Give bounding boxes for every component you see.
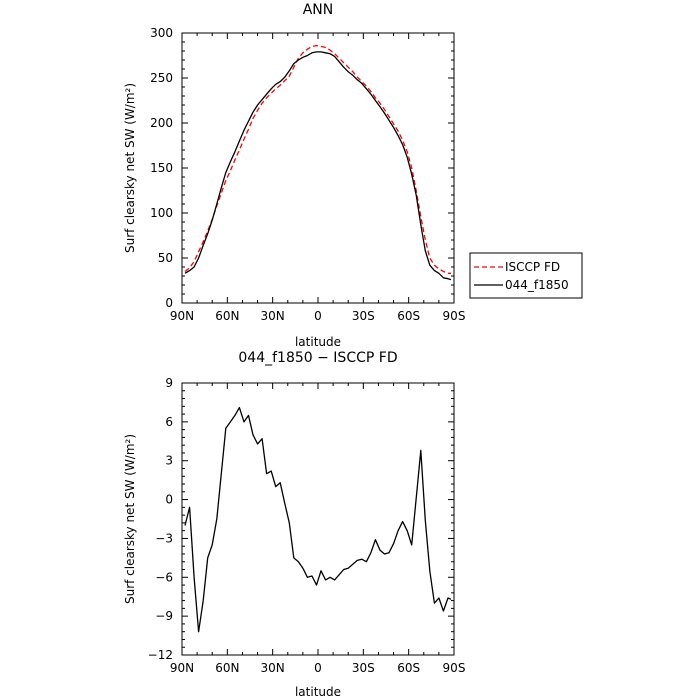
difference-ylabel: Surf clearsky net SW (W/m²): [123, 434, 137, 604]
difference-ytick-label: −12: [148, 648, 173, 662]
annual-mean-ytick-label: 50: [158, 251, 173, 265]
annual-mean-ytick-label: 0: [165, 296, 173, 310]
annual-mean-ytick-label: 100: [150, 206, 173, 220]
difference-title: 044_f1850 − ISCCP FD: [238, 350, 397, 366]
annual-mean-xtick-label: 90N: [170, 309, 194, 323]
annual-mean-plot-frame: [181, 32, 455, 304]
difference-xtick-label: 90N: [170, 661, 194, 675]
annual-mean-xtick-label: 30N: [261, 309, 285, 323]
annual-mean-ytick-label: 200: [150, 116, 173, 130]
annual-mean-xtick-label: 60S: [397, 309, 420, 323]
legend-label-model: 044_f1850: [505, 278, 569, 292]
difference-xtick-label: 30S: [352, 661, 375, 675]
annual-mean-ticks: 90N 60N 30N 0 30S 60S 90S 0 50 100 150 200 250 300: [150, 26, 465, 323]
annual-mean-series-line-1: [184, 51, 452, 281]
difference-xtick-label: 60S: [397, 661, 420, 675]
annual-mean-xlabel: latitude: [295, 335, 341, 349]
legend: ISCCP FD 044_f1850: [469, 252, 583, 299]
annual-mean-ytick-label: 300: [150, 26, 173, 40]
difference-ytick-label: 6: [165, 415, 173, 429]
annual-mean-ylabel: Surf clearsky net SW (W/m²): [123, 83, 137, 253]
difference-xtick-label: 60N: [215, 661, 239, 675]
difference-plot-frame: [181, 382, 455, 656]
difference-ytick-label: −6: [155, 570, 173, 584]
difference-series: [184, 406, 452, 633]
annual-mean-xtick-label: 90S: [443, 309, 466, 323]
annual-mean-panel: ANN 90N 60N 30N 0 30S 60S 90S 0 50 100 150 200 250 30…: [123, 2, 465, 349]
difference-xtick-label: 30N: [261, 661, 285, 675]
difference-xlabel: latitude: [295, 685, 341, 699]
difference-panel: 044_f1850 − ISCCP FD 90N 60N 30N 0 30S 60S 90S…: [123, 350, 465, 699]
legend-label-isccp: ISCCP FD: [505, 260, 560, 274]
difference-ticks: 90N 60N 30N 0 30S 60S 90S −12 −9 −6 −3 0 3 6 9: [148, 376, 466, 675]
annual-mean-title: ANN: [303, 2, 334, 18]
annual-mean-series: [184, 44, 452, 281]
difference-ytick-label: −9: [155, 609, 173, 623]
annual-mean-series-line-0: [184, 44, 451, 274]
annual-mean-xtick-label: 30S: [352, 309, 375, 323]
annual-mean-ytick-label: 150: [150, 161, 173, 175]
annual-mean-xtick-label: 60N: [215, 309, 239, 323]
legend-box: [469, 252, 583, 299]
difference-ytick-label: 3: [165, 454, 173, 468]
annual-mean-ytick-label: 250: [150, 71, 173, 85]
difference-series-line-0: [184, 406, 452, 633]
difference-ytick-label: −3: [155, 531, 173, 545]
annual-mean-xtick-label: 0: [314, 309, 322, 323]
difference-ytick-label: 9: [165, 376, 173, 390]
difference-xtick-label: 0: [314, 661, 322, 675]
difference-xtick-label: 90S: [443, 661, 466, 675]
difference-ytick-label: 0: [165, 493, 173, 507]
